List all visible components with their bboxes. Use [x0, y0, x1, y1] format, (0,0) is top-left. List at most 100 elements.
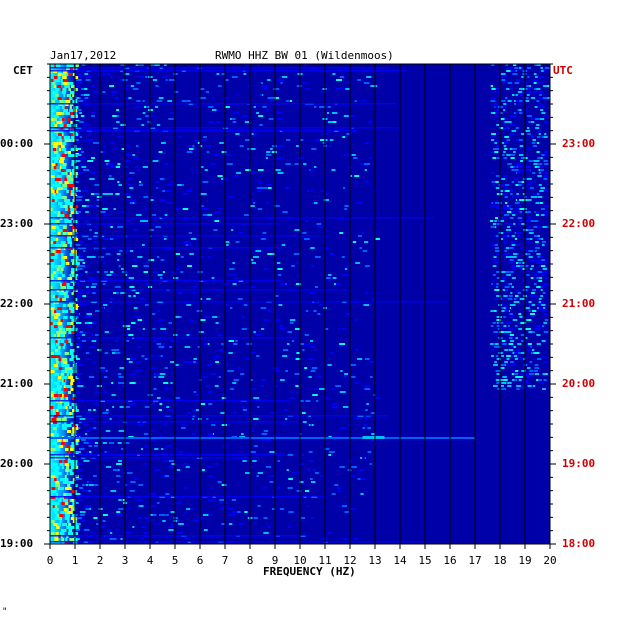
- spectral-speck: [135, 145, 139, 147]
- spectral-speck: [76, 469, 80, 471]
- spectral-speck: [297, 157, 304, 159]
- spectral-speck: [270, 475, 276, 477]
- spectral-speck: [143, 271, 148, 273]
- spectral-speck: [505, 283, 509, 285]
- spectral-speck: [85, 352, 90, 354]
- spectral-speck: [363, 304, 370, 306]
- spectral-speck: [193, 520, 199, 522]
- y-left-tick-label: 20:00: [0, 457, 34, 470]
- spectral-speck: [249, 466, 253, 468]
- spectral-speck: [75, 148, 82, 150]
- spectral-speck: [218, 349, 224, 351]
- spectral-speck: [278, 304, 283, 306]
- spectral-speck: [73, 115, 78, 118]
- spectral-speck: [503, 118, 509, 120]
- spectral-speck: [512, 352, 515, 354]
- spectral-speck: [184, 487, 189, 489]
- spectral-speck: [170, 526, 175, 528]
- spectral-speck: [495, 181, 499, 183]
- spectral-speck: [522, 358, 526, 360]
- spectral-speck: [534, 295, 538, 297]
- spectral-speck: [289, 319, 296, 321]
- spectral-speck: [308, 460, 314, 462]
- spectral-speck: [349, 175, 353, 177]
- spectral-speck: [52, 82, 56, 85]
- spectral-speck: [515, 370, 519, 372]
- spectral-speck: [235, 277, 238, 279]
- broadband-streak: [50, 301, 448, 303]
- spectral-speck: [94, 184, 100, 186]
- spectral-speck: [53, 523, 58, 526]
- spectral-speck: [544, 205, 550, 207]
- spectral-speck: [499, 331, 504, 333]
- spectral-speck: [156, 343, 162, 345]
- spectral-speck: [106, 529, 112, 531]
- spectral-speck: [75, 82, 80, 84]
- spectral-speck: [513, 178, 518, 180]
- spectral-speck: [76, 154, 82, 156]
- spectral-speck: [88, 376, 95, 378]
- spectral-speck: [63, 379, 66, 382]
- spectral-speck: [217, 85, 222, 87]
- spectral-speck: [70, 193, 76, 196]
- spectral-speck: [81, 334, 86, 336]
- spectral-speck: [539, 169, 544, 171]
- spectral-speck: [533, 283, 537, 285]
- spectral-speck: [57, 334, 60, 337]
- spectral-speck: [78, 265, 83, 267]
- spectral-speck: [495, 235, 499, 237]
- spectral-speck: [73, 172, 79, 175]
- spectral-speck: [304, 367, 308, 369]
- spectral-speck: [255, 355, 260, 357]
- spectral-speck: [500, 280, 505, 282]
- spectral-speck: [351, 466, 357, 468]
- spectral-speck: [77, 268, 83, 270]
- spectral-speck: [51, 199, 57, 202]
- spectral-speck: [280, 283, 286, 285]
- spectral-speck: [73, 232, 76, 235]
- spectral-speck: [66, 202, 71, 205]
- spectral-speck: [55, 238, 59, 241]
- spectral-speck: [55, 226, 60, 229]
- spectral-speck: [521, 223, 526, 225]
- spectral-speck: [113, 349, 120, 351]
- spectral-speck: [236, 172, 241, 174]
- spectral-speck: [100, 259, 104, 261]
- spectral-speck: [170, 523, 175, 525]
- spectral-speck: [364, 163, 371, 165]
- spectral-speck: [57, 277, 62, 280]
- spectral-speck: [60, 112, 65, 115]
- spectral-speck: [61, 172, 66, 175]
- spectral-speck: [492, 385, 498, 387]
- spectral-speck: [159, 277, 163, 279]
- spectral-speck: [498, 193, 503, 195]
- spectral-speck: [239, 145, 244, 147]
- spectral-speck: [230, 388, 234, 390]
- spectral-speck: [519, 268, 523, 270]
- spectral-speck: [59, 520, 62, 523]
- spectral-speck: [170, 361, 175, 363]
- spectral-speck: [491, 244, 496, 246]
- spectral-speck: [506, 358, 510, 360]
- spectral-speck: [502, 343, 507, 345]
- spectral-speck: [63, 94, 66, 97]
- spectral-speck: [502, 235, 508, 237]
- spectral-speck: [154, 469, 160, 471]
- spectral-speck: [53, 160, 59, 163]
- spectral-speck: [142, 166, 148, 168]
- spectral-speck: [204, 343, 208, 345]
- spectral-speck: [541, 259, 545, 261]
- spectral-speck: [535, 79, 538, 81]
- spectral-speck: [52, 388, 58, 391]
- spectral-speck: [70, 115, 75, 118]
- spectral-speck: [519, 139, 523, 141]
- spectral-speck: [57, 73, 62, 76]
- spectral-speck: [532, 310, 537, 312]
- spectral-speck: [65, 112, 70, 115]
- spectral-speck: [88, 490, 92, 492]
- y-right-tick-label: 19:00: [562, 457, 596, 470]
- spectral-speck: [513, 253, 517, 255]
- spectral-speck: [285, 418, 288, 420]
- spectral-speck: [490, 136, 495, 138]
- spectral-speck: [179, 184, 184, 186]
